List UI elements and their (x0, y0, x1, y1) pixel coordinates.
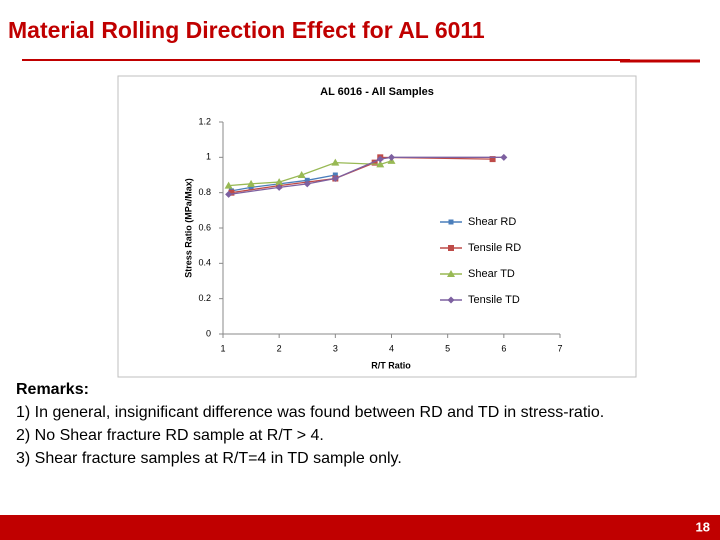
chart-title: AL 6016 - All Samples (320, 86, 434, 98)
x-tick-label: 1 (220, 343, 225, 353)
marker (228, 189, 235, 196)
marker (371, 159, 378, 166)
marker (297, 171, 306, 178)
y-tick-label: 0.8 (198, 187, 211, 197)
slide-title: Material Rolling Direction Effect for AL… (8, 17, 485, 43)
marker (447, 296, 455, 304)
chart-frame (117, 75, 637, 378)
marker (303, 180, 311, 188)
marker (376, 155, 384, 163)
y-axis-label: Stress Ratio (MPa/Max) (183, 178, 193, 278)
marker (448, 219, 454, 225)
legend-label: Tensile RD (468, 242, 521, 254)
marker (247, 179, 256, 187)
x-axis-label: R/T Ratio (371, 360, 411, 370)
y-tick-label: 0 (206, 328, 211, 338)
marker (304, 177, 310, 183)
x-tick-label: 5 (445, 343, 450, 353)
footer-bar (0, 515, 720, 540)
marker (248, 184, 254, 190)
legend-label: Tensile TD (468, 294, 520, 306)
page-number: 18 (696, 519, 710, 534)
x-tick-label: 6 (501, 343, 506, 353)
remarks-heading: Remarks: (16, 381, 89, 398)
x-tick-label: 4 (389, 343, 394, 353)
remark: 1) In general, insignificant difference … (16, 404, 604, 421)
y-tick-label: 1 (206, 152, 211, 162)
marker (448, 245, 454, 251)
remark: 3) Shear fracture samples at R/T=4 in TD… (16, 450, 402, 467)
x-tick-label: 3 (333, 343, 338, 353)
y-tick-label: 0.4 (198, 258, 211, 268)
marker (275, 178, 284, 186)
marker (447, 270, 455, 277)
y-tick-label: 0.2 (198, 293, 211, 303)
marker (489, 156, 496, 163)
marker (275, 183, 283, 191)
legend-label: Shear TD (468, 268, 515, 280)
marker (332, 172, 338, 178)
marker (225, 190, 233, 198)
marker (376, 160, 385, 168)
marker (500, 153, 508, 161)
marker (331, 175, 339, 183)
y-tick-label: 0.6 (198, 222, 211, 232)
marker (331, 158, 340, 166)
marker (388, 153, 395, 161)
legend-label: Shear RD (468, 216, 516, 228)
x-tick-label: 2 (277, 343, 282, 353)
remark: 2) No Shear fracture RD sample at R/T > … (16, 427, 324, 444)
y-tick-label: 1.2 (198, 116, 211, 126)
marker (224, 181, 233, 189)
x-tick-label: 7 (557, 343, 562, 353)
